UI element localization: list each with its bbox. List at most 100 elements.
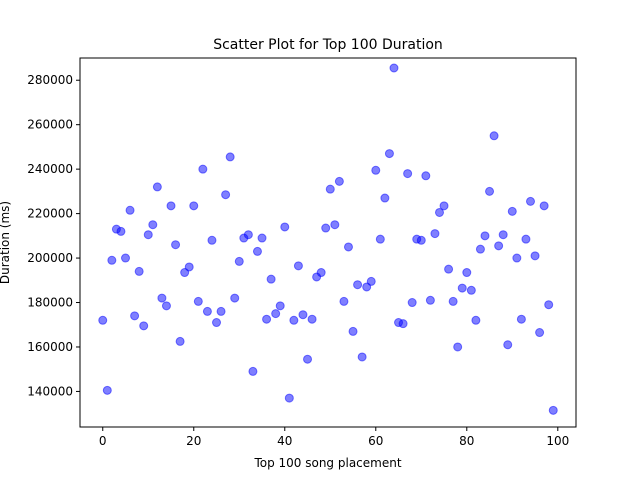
data-point (325, 184, 335, 194)
data-point (384, 149, 394, 159)
y-tick-label: 160000 (27, 340, 73, 354)
y-axis-ticks: 140000 160000 180000 200000 220000 240000 2600… (27, 73, 80, 398)
data-point (530, 251, 540, 261)
y-axis-label: Duration (ms) (0, 201, 12, 284)
data-point (207, 235, 217, 245)
data-point (280, 222, 290, 232)
data-point (466, 285, 476, 295)
y-tick-label: 260000 (27, 118, 73, 132)
data-point (134, 266, 144, 276)
data-point (521, 234, 531, 244)
data-point (353, 280, 363, 290)
data-point (366, 276, 376, 286)
y-tick-label: 280000 (27, 73, 73, 87)
data-point (125, 205, 135, 215)
data-point (248, 366, 258, 376)
data-point (166, 201, 176, 211)
data-point (462, 268, 472, 278)
data-point (230, 293, 240, 303)
data-point (303, 354, 313, 364)
data-point (343, 242, 353, 252)
data-point (357, 352, 367, 362)
data-point (375, 234, 385, 244)
data-point (321, 223, 331, 233)
data-point (143, 230, 153, 240)
plot-frame (79, 57, 577, 428)
y-tick-label: 240000 (27, 162, 73, 176)
y-tick-label: 180000 (27, 296, 73, 310)
data-point (339, 296, 349, 306)
y-tick-label: 220000 (27, 207, 73, 221)
data-point (448, 296, 458, 306)
x-tick-label: 60 (368, 434, 383, 448)
data-point (430, 229, 440, 239)
data-points (98, 63, 558, 415)
x-axis-ticks: 0 20 40 60 80 100 (99, 427, 569, 448)
data-point (189, 201, 199, 211)
data-point (457, 283, 467, 293)
data-point (121, 253, 130, 263)
data-point (444, 264, 454, 274)
data-point (98, 315, 108, 325)
data-point (293, 261, 303, 271)
y-tick-label: 200000 (27, 251, 73, 265)
data-point (289, 315, 299, 325)
data-point (548, 405, 558, 415)
data-point (494, 241, 504, 251)
data-point (102, 385, 112, 395)
x-tick-label: 0 (99, 434, 107, 448)
data-point (507, 206, 517, 216)
data-point (498, 230, 508, 240)
data-point (221, 190, 231, 200)
data-point (434, 207, 444, 217)
data-point (398, 319, 408, 329)
data-point (171, 240, 181, 250)
data-point (485, 186, 495, 196)
data-point (380, 193, 390, 203)
data-point (526, 196, 535, 206)
data-point (193, 296, 203, 306)
data-point (480, 231, 490, 241)
data-point (489, 131, 499, 141)
data-point (152, 182, 162, 192)
data-point (216, 306, 226, 316)
data-point (271, 309, 281, 319)
data-point (198, 164, 208, 174)
data-point (512, 253, 522, 263)
data-point (330, 220, 340, 230)
data-point (316, 268, 326, 278)
data-point (425, 295, 435, 305)
data-point (471, 315, 481, 325)
data-point (348, 326, 358, 336)
data-point (130, 311, 140, 321)
y-tick-label: 140000 (27, 384, 73, 398)
data-point (161, 301, 171, 311)
data-point (275, 301, 285, 311)
data-point (334, 176, 344, 186)
data-point (257, 233, 267, 243)
data-point (225, 152, 235, 162)
data-point (184, 262, 194, 272)
x-tick-label: 100 (546, 434, 569, 448)
data-point (439, 201, 449, 211)
data-point (475, 244, 485, 254)
data-point (403, 169, 413, 179)
data-point (416, 235, 426, 245)
data-point (421, 171, 431, 181)
data-point (252, 246, 262, 256)
data-point (535, 328, 545, 338)
data-point (266, 274, 276, 284)
chart-title: Scatter Plot for Top 100 Duration (213, 37, 443, 53)
x-axis-label: Top 100 song placement (253, 456, 401, 470)
data-point (175, 336, 185, 346)
data-point (284, 393, 294, 403)
data-point (389, 63, 399, 73)
data-point (157, 293, 167, 303)
data-point (298, 310, 308, 320)
data-point (243, 230, 253, 240)
x-tick-label: 40 (277, 434, 292, 448)
x-tick-label: 80 (459, 434, 474, 448)
data-point (371, 165, 381, 175)
data-point (516, 314, 526, 324)
